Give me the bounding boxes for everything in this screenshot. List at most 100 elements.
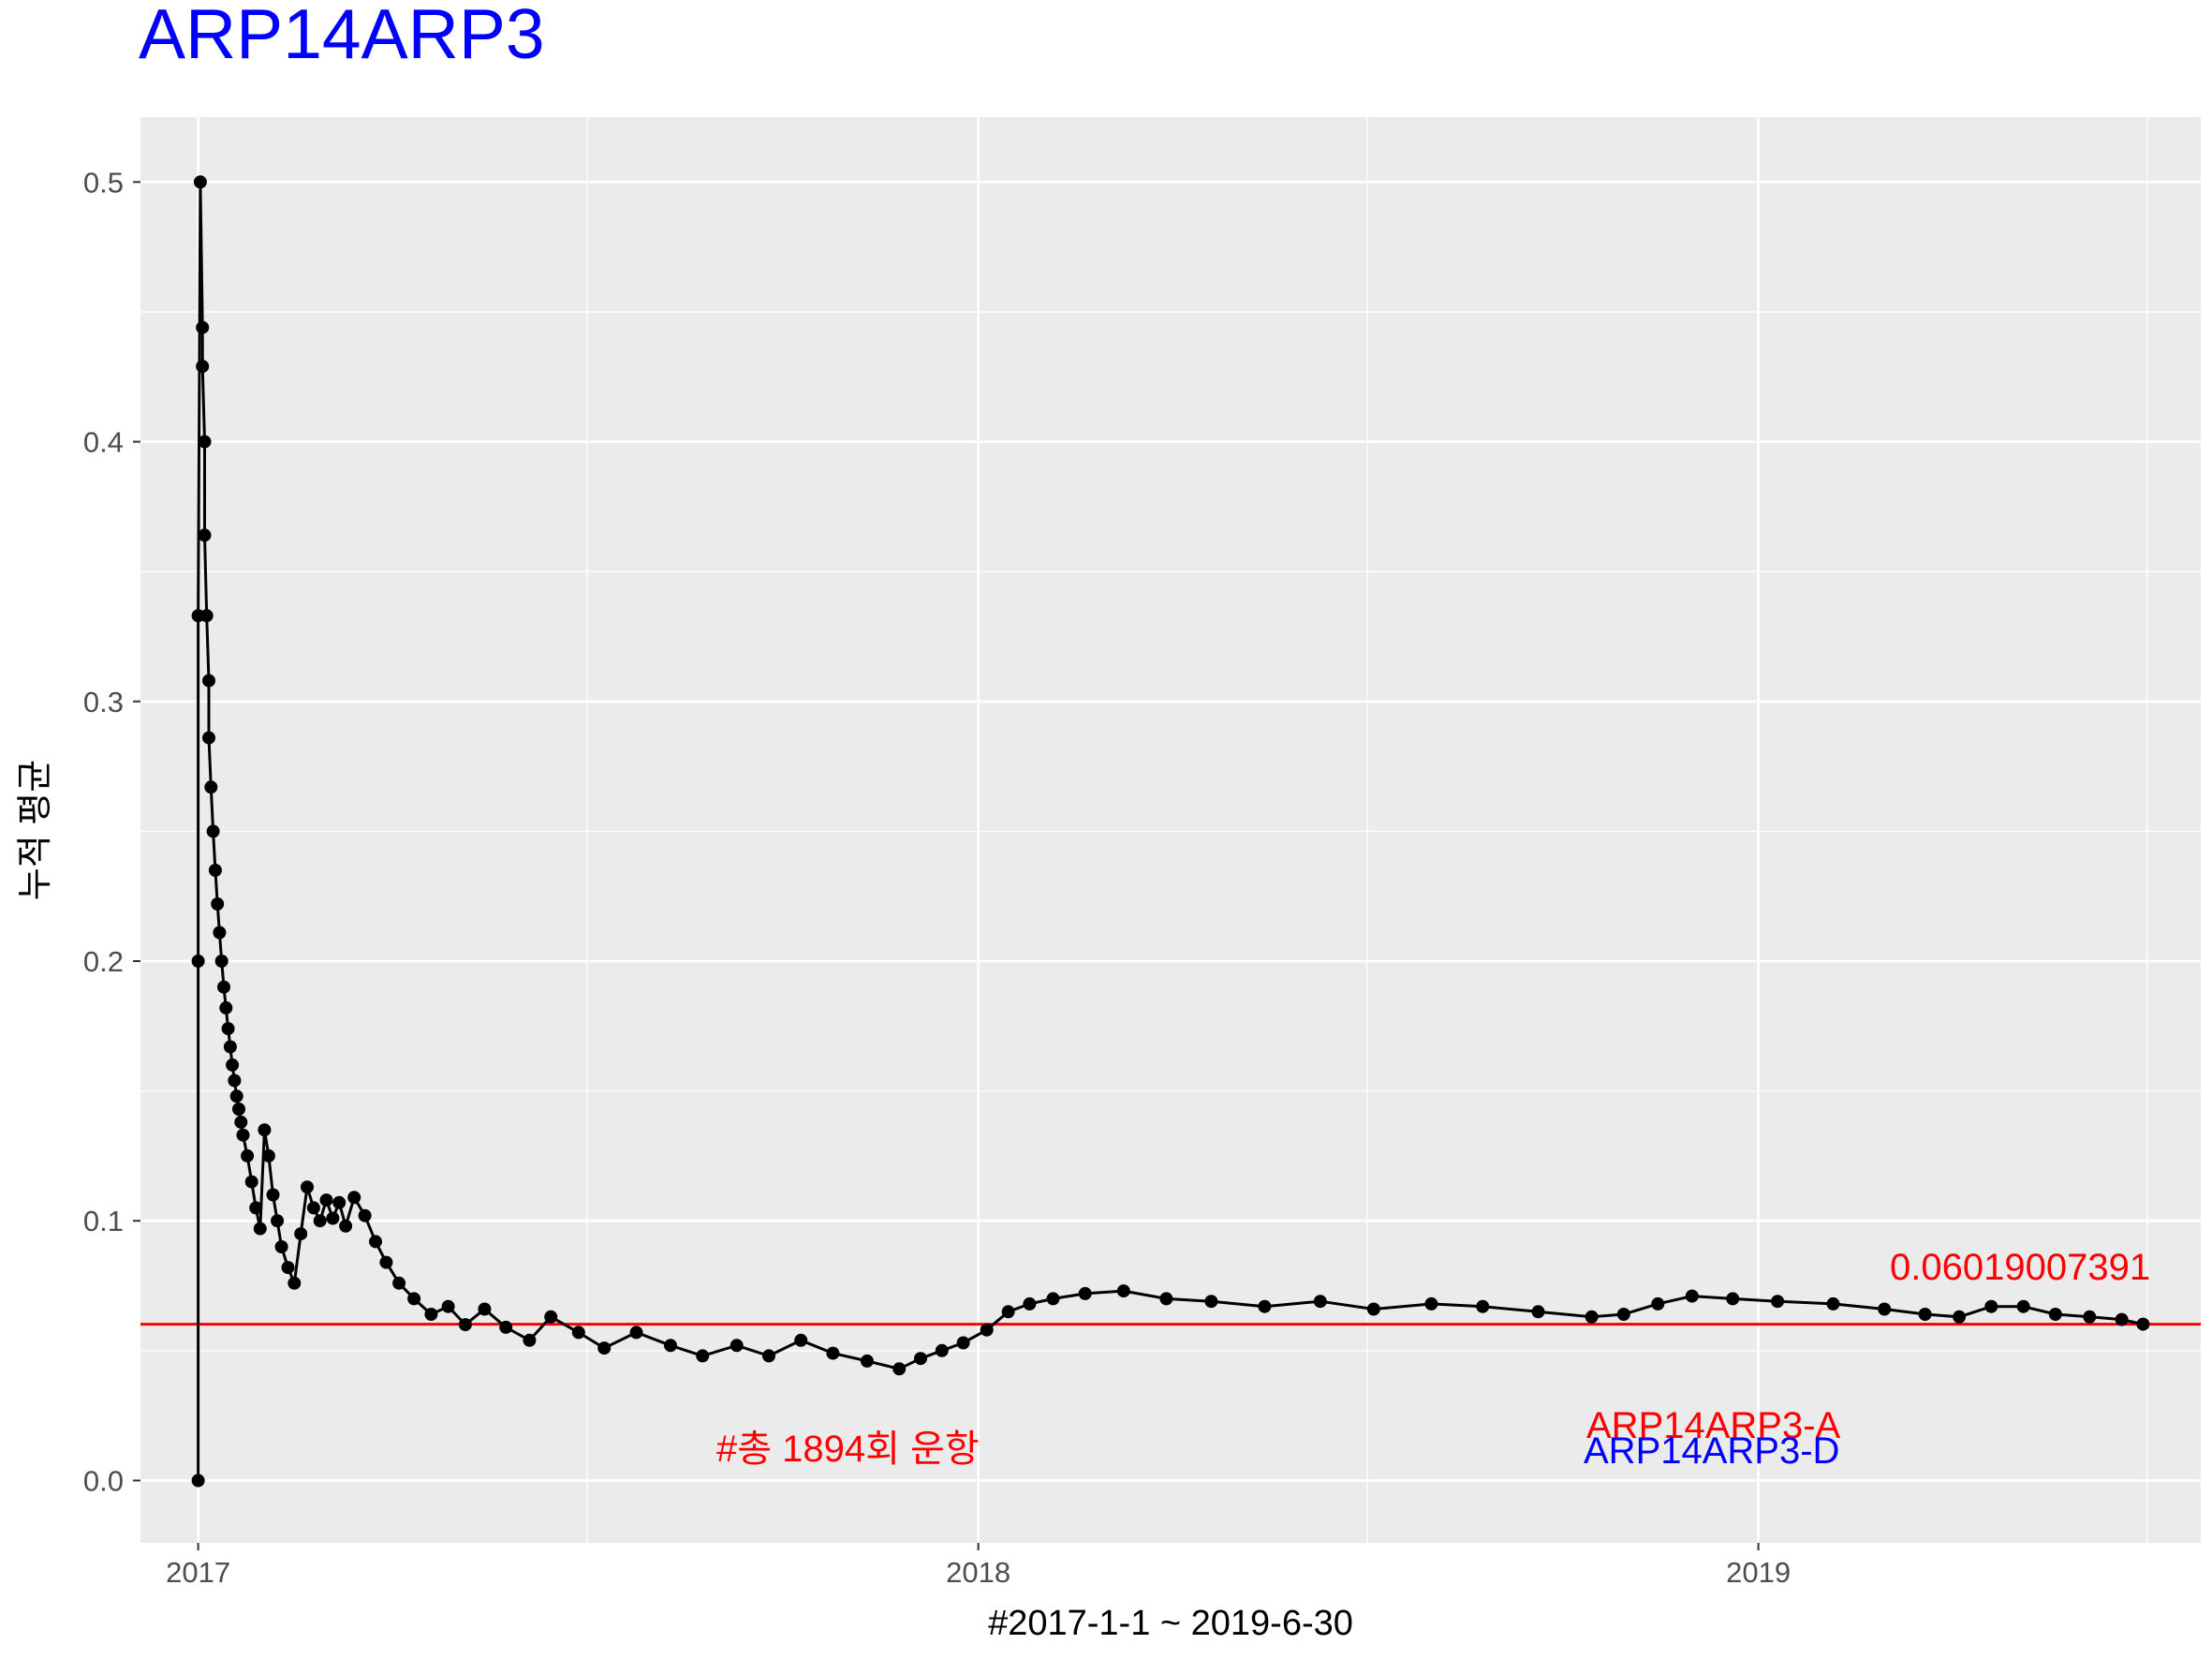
data-point	[219, 1000, 233, 1015]
data-point	[597, 1341, 612, 1355]
data-point	[306, 1201, 320, 1215]
data-point	[202, 731, 215, 745]
data-point	[571, 1326, 585, 1340]
y-tick-label: 0.3	[83, 686, 124, 718]
data-point	[664, 1339, 677, 1353]
data-point	[253, 1222, 267, 1236]
data-point	[1001, 1305, 1015, 1319]
y-axis: 0.0 0.1 0.2 0.3 0.4 0.5	[83, 166, 140, 1497]
data-point	[2016, 1299, 2030, 1313]
y-tick-label: 0.2	[83, 945, 124, 978]
x-axis: 2017 2018 2019	[166, 1543, 1791, 1589]
data-point	[1826, 1296, 1840, 1311]
series-layer	[191, 175, 2150, 1488]
data-point	[221, 1022, 235, 1036]
data-point	[347, 1191, 361, 1205]
data-point	[523, 1333, 537, 1347]
data-point	[441, 1299, 455, 1313]
data-point	[2083, 1310, 2097, 1324]
data-point	[1258, 1299, 1272, 1313]
data-point	[191, 955, 205, 968]
data-point	[369, 1235, 382, 1249]
data-point	[288, 1276, 302, 1290]
data-point	[234, 1115, 248, 1129]
data-point	[198, 528, 212, 542]
x-tick-label: 2017	[166, 1556, 230, 1589]
data-point	[196, 320, 210, 334]
data-point	[204, 780, 218, 794]
data-point	[407, 1292, 421, 1306]
y-tick-label: 0.0	[83, 1464, 124, 1497]
y-tick-label: 0.4	[83, 426, 124, 459]
data-point	[358, 1208, 372, 1222]
data-point	[301, 1180, 314, 1194]
data-point	[339, 1219, 353, 1233]
data-point	[236, 1128, 250, 1142]
data-point	[214, 955, 229, 968]
data-point	[1918, 1308, 1932, 1321]
data-point	[199, 609, 214, 623]
data-point	[326, 1211, 340, 1225]
data-point	[1078, 1286, 1092, 1300]
data-point	[206, 824, 220, 838]
data-point	[1476, 1299, 1490, 1313]
data-point	[211, 897, 225, 911]
data-point	[1023, 1296, 1037, 1311]
data-point	[193, 175, 207, 189]
data-point	[892, 1362, 907, 1376]
data-point	[271, 1214, 285, 1228]
plot-panel	[140, 117, 2201, 1543]
y-axis-title: 누적 평균	[16, 760, 55, 900]
data-point	[244, 1175, 258, 1189]
data-point	[281, 1261, 295, 1275]
total-flights-label: #총 1894회 운항	[716, 1429, 980, 1470]
data-point	[196, 360, 210, 374]
data-point	[379, 1255, 393, 1269]
data-point	[228, 1074, 242, 1088]
data-point	[392, 1276, 406, 1290]
data-point	[629, 1326, 643, 1340]
data-point	[294, 1227, 308, 1241]
data-point	[1685, 1289, 1699, 1303]
data-point	[232, 1103, 245, 1116]
data-point	[1984, 1299, 1998, 1313]
data-point	[1313, 1295, 1327, 1309]
data-point	[499, 1320, 513, 1334]
chart-title: ARP14ARP3	[139, 0, 545, 73]
data-point	[332, 1195, 347, 1209]
x-tick-label: 2019	[1726, 1556, 1791, 1589]
data-point	[1878, 1302, 1892, 1316]
data-point	[730, 1339, 744, 1353]
data-point	[1424, 1296, 1438, 1311]
data-point	[1159, 1292, 1173, 1306]
data-point	[914, 1352, 927, 1366]
data-point	[1531, 1305, 1545, 1319]
data-point	[223, 1040, 237, 1054]
data-point	[249, 1201, 263, 1215]
data-point	[191, 1474, 205, 1488]
data-point	[1616, 1308, 1630, 1321]
data-point	[213, 926, 227, 940]
data-point	[1651, 1296, 1665, 1311]
data-point	[202, 674, 215, 688]
data-point	[217, 980, 230, 994]
data-point	[935, 1343, 949, 1357]
data-point	[956, 1336, 970, 1350]
data-point	[274, 1240, 288, 1253]
data-point	[241, 1148, 255, 1163]
data-point	[2115, 1312, 2129, 1326]
data-point	[319, 1193, 333, 1207]
data-point	[980, 1323, 994, 1337]
x-tick-label: 2018	[946, 1556, 1010, 1589]
data-point	[258, 1123, 272, 1137]
data-point	[544, 1310, 558, 1324]
data-point	[1726, 1292, 1740, 1306]
arrival-legend-label: ARP14ARP3-A	[1586, 1405, 1841, 1446]
data-point	[478, 1302, 492, 1316]
data-point	[826, 1346, 840, 1360]
x-axis-title: #2017-1-1 ~ 2019-6-30	[988, 1604, 1353, 1643]
data-point	[458, 1318, 472, 1332]
reference-line-value: 0.06019007391	[1890, 1247, 2150, 1288]
data-point	[1585, 1310, 1599, 1324]
